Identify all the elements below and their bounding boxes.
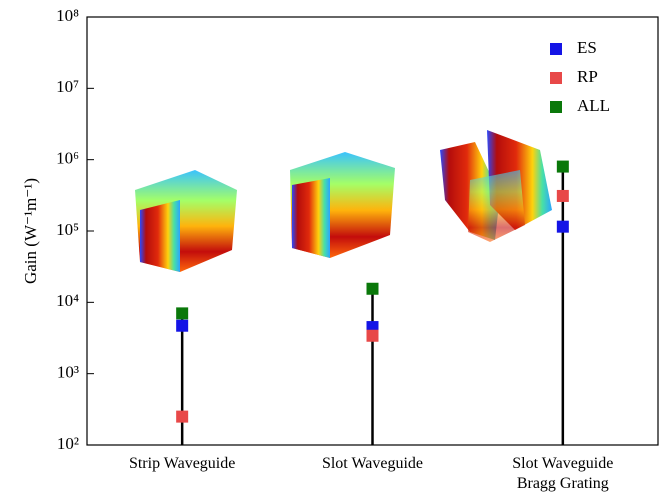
y-tick-label: 10⁸: [56, 6, 79, 25]
y-axis-label: Gain (W⁻¹m⁻¹): [21, 178, 40, 284]
marker: [556, 189, 569, 202]
marker: [176, 319, 189, 332]
y-tick-label: 10⁶: [56, 149, 79, 168]
x-tick-label: Strip Waveguide: [128, 455, 236, 472]
marker: [556, 220, 569, 233]
legend-label: ES: [577, 38, 597, 57]
x-tick-label: Slot Waveguide Bragg Grating: [512, 455, 614, 492]
y-tick-label: 10³: [57, 363, 79, 382]
legend-label: RP: [577, 67, 598, 86]
marker: [366, 329, 379, 342]
y-tick-label: 10²: [57, 434, 79, 453]
marker: [176, 307, 189, 320]
marker: [556, 160, 569, 173]
y-tick-label: 10⁵: [56, 220, 79, 239]
x-tick-label: Slot Waveguide: [321, 455, 424, 472]
legend-swatch: [550, 72, 562, 84]
legend-swatch: [550, 43, 562, 55]
marker: [176, 410, 189, 423]
legend-swatch: [550, 101, 562, 113]
marker: [366, 282, 379, 295]
y-tick-label: 10⁷: [56, 77, 79, 96]
mode-inset: [135, 130, 552, 272]
legend-label: ALL: [577, 96, 610, 115]
y-tick-label: 10⁴: [56, 291, 79, 310]
